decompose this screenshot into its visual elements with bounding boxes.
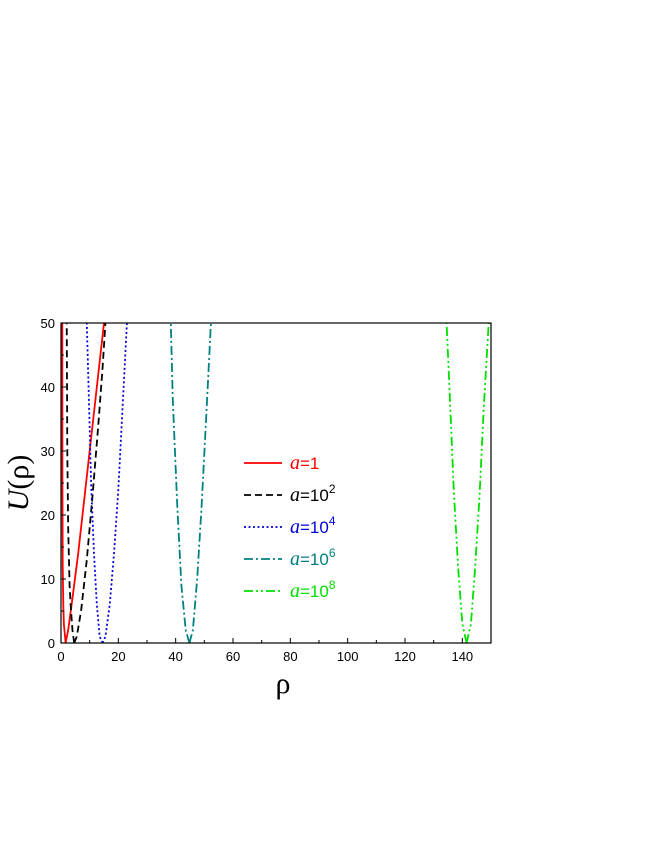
y-tick-label: 0 bbox=[48, 636, 55, 651]
series-line-5-right bbox=[465, 323, 490, 643]
tick-layer: 0 20 40 60 80 100 120 140 0 10 20 30 40 50 bbox=[41, 316, 474, 664]
y-axis-label: U(ρ) bbox=[2, 455, 35, 512]
series-line-2-right bbox=[73, 323, 107, 643]
series-line-2-left bbox=[65, 323, 76, 643]
legend-value: =10 bbox=[300, 582, 329, 601]
legend-value: =1 bbox=[300, 454, 319, 473]
legend-var: a bbox=[290, 484, 300, 506]
legend-value: =10 bbox=[300, 486, 329, 505]
legend-var: a bbox=[290, 452, 300, 474]
series-line-1-right bbox=[64, 323, 105, 643]
legend-label-4: a=106 bbox=[290, 546, 336, 570]
legend-label-3: a=104 bbox=[290, 514, 336, 538]
series-line-3-right bbox=[101, 323, 128, 643]
legend-var: a bbox=[290, 516, 300, 538]
y-axis-label-arg: (ρ) bbox=[2, 455, 35, 490]
y-tick-label: 20 bbox=[41, 508, 55, 523]
legend-value: =10 bbox=[300, 550, 329, 569]
legend-exponent: 2 bbox=[329, 482, 336, 496]
plot-frame bbox=[60, 322, 492, 644]
legend-var: a bbox=[290, 548, 300, 570]
series-layer bbox=[61, 323, 490, 643]
legend-label-1: a=1 bbox=[290, 452, 319, 474]
x-tick-label: 20 bbox=[111, 649, 125, 664]
legend-exponent: 6 bbox=[329, 546, 336, 560]
x-tick-label: 40 bbox=[168, 649, 182, 664]
x-tick-label: 100 bbox=[337, 649, 359, 664]
series-line-1-left bbox=[61, 323, 67, 643]
y-tick-label: 50 bbox=[41, 316, 55, 331]
y-tick-label: 10 bbox=[41, 572, 55, 587]
series-line-5-left bbox=[445, 323, 468, 643]
x-tick-label: 60 bbox=[226, 649, 240, 664]
x-axis-label: ρ bbox=[276, 667, 291, 700]
legend-exponent: 8 bbox=[329, 578, 336, 592]
legend-label-2: a=102 bbox=[290, 482, 336, 506]
legend-exponent: 4 bbox=[329, 514, 336, 528]
legend-value: =10 bbox=[300, 518, 329, 537]
series-line-4-left bbox=[169, 323, 191, 643]
legend-label-5: a=108 bbox=[290, 578, 336, 602]
x-tick-label: 80 bbox=[283, 649, 297, 664]
x-tick-label: 140 bbox=[451, 649, 473, 664]
x-tick-label: 120 bbox=[394, 649, 416, 664]
series-line-3-left bbox=[85, 323, 104, 643]
y-tick-label: 30 bbox=[41, 444, 55, 459]
y-axis-label-var: U bbox=[2, 487, 35, 511]
series-line-4-right bbox=[188, 323, 212, 643]
y-tick-label: 40 bbox=[41, 380, 55, 395]
legend-var: a bbox=[290, 580, 300, 602]
x-tick-label: 0 bbox=[57, 649, 64, 664]
